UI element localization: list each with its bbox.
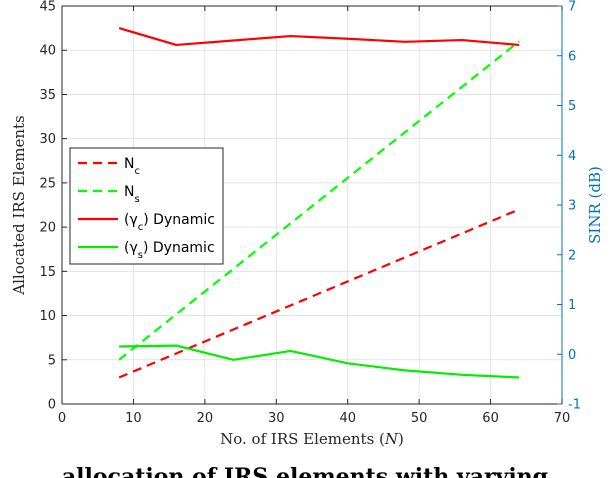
series-line-0 xyxy=(118,208,520,379)
y-tick-label-left: 30 xyxy=(39,132,56,147)
grid xyxy=(62,6,562,404)
series-line-1 xyxy=(118,40,520,361)
y-tick-label-left: 5 xyxy=(48,353,56,368)
x-tick-label: 20 xyxy=(197,411,214,426)
y-tick-label-right: 3 xyxy=(568,199,576,214)
y-tick-label-left: 25 xyxy=(39,176,56,191)
legend-box xyxy=(69,147,224,265)
y-tick-label-right: 7 xyxy=(568,0,576,15)
y-axis-label-right: SINR (dB) xyxy=(586,166,604,244)
y-tick-label-left: 15 xyxy=(39,265,56,280)
y-tick-label-right: 0 xyxy=(568,348,576,363)
y-tick-label-right: -1 xyxy=(568,398,581,413)
x-tick-label: 70 xyxy=(554,411,571,426)
y-tick-label-right: 4 xyxy=(568,149,576,164)
series-line-2 xyxy=(118,27,520,47)
x-tick-label: 40 xyxy=(339,411,356,426)
legend-label-0: Nc xyxy=(124,156,140,177)
y-tick-label-right: 1 xyxy=(568,298,576,313)
y-tick-label-left: 45 xyxy=(39,0,56,15)
y-tick-label-left: 10 xyxy=(39,309,56,324)
x-tick-label: 30 xyxy=(268,411,285,426)
y-tick-label-left: 40 xyxy=(39,44,56,59)
y-tick-label-right: 5 xyxy=(568,99,576,114)
caption-fragment: ...allocation of IRS elements with varyi… xyxy=(39,464,571,478)
y-tick-label-left: 20 xyxy=(39,221,56,236)
y-tick-label-right: 6 xyxy=(568,49,576,64)
y-axis-label-left: Allocated IRS Elements xyxy=(10,115,28,295)
x-tick-label: 0 xyxy=(58,411,66,426)
legend-label-1: Ns xyxy=(124,184,140,205)
legend-label-3: (γs) Dynamic xyxy=(124,240,215,261)
y-tick-label-right: 2 xyxy=(568,248,576,263)
legend: Nc Ns (γc) Dynamic (γs) Dynamic xyxy=(69,147,224,265)
x-tick-label: 60 xyxy=(482,411,499,426)
series-line-3 xyxy=(119,344,520,379)
y-tick-label-left: 0 xyxy=(48,398,56,413)
legend-label-2: (γc) Dynamic xyxy=(124,212,215,233)
y-tick-label-left: 35 xyxy=(39,88,56,103)
x-axis-label: No. of IRS Elements (N) xyxy=(220,430,404,448)
x-tick-label: 50 xyxy=(411,411,428,426)
x-tick-label: 10 xyxy=(125,411,142,426)
